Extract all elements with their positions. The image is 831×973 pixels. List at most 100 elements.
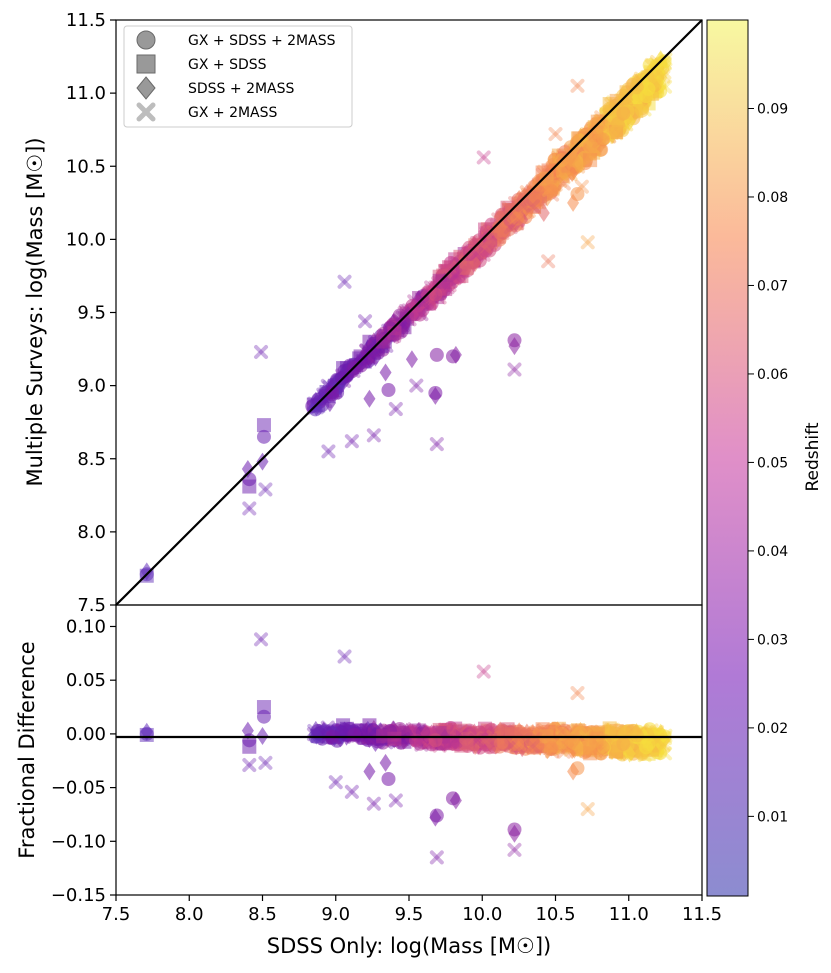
colorbar-gradient <box>706 19 749 897</box>
colorbar-tick-label: 0.08 <box>757 190 788 206</box>
scatter-point <box>601 125 616 140</box>
scatter-point <box>639 89 654 104</box>
scatter-point <box>242 739 257 754</box>
scatter-point <box>556 176 571 191</box>
scatter-point <box>337 649 352 664</box>
scatter-point <box>657 54 672 69</box>
scatter-point <box>311 392 326 407</box>
scatter-point <box>582 737 597 752</box>
scatter-point <box>476 664 491 679</box>
scatter-point <box>629 728 644 743</box>
y-tick-label: 10.0 <box>66 229 106 250</box>
bottom-scatter-points <box>139 632 673 865</box>
bottom-y-axis-label: Fractional Difference <box>15 641 39 858</box>
scatter-point <box>321 444 336 459</box>
bottom-panel: 0.10 0.05 0.00 −0.05 −0.10 −0.15 7.5 8.0 8.5 9.0… <box>15 604 722 958</box>
scatter-point <box>256 700 271 715</box>
scatter-point <box>325 385 340 400</box>
x-tick-label: 9.5 <box>395 904 424 925</box>
x-tick-label: 8.0 <box>175 904 204 925</box>
colorbar-tick-label: 0.07 <box>757 278 788 294</box>
legend-label-gx-sdss: GX + SDSS <box>188 57 267 73</box>
y-tick-label: −0.15 <box>51 885 106 906</box>
colorbar-tick-label: 0.04 <box>757 544 788 560</box>
scatter-point <box>449 345 462 364</box>
scatter-point <box>507 842 522 857</box>
scatter-point <box>448 268 463 283</box>
scatter-point <box>544 741 559 756</box>
x-ticks: 7.5 8.0 8.5 9.0 9.5 10.0 10.5 11.0 11.5 <box>102 895 722 925</box>
scatter-point <box>409 733 424 748</box>
scatter-point <box>556 170 571 185</box>
scatter-point <box>593 125 608 140</box>
scatter-point <box>366 796 381 811</box>
scatter-point <box>571 155 584 174</box>
scatter-point <box>639 740 654 755</box>
scatter-point <box>376 334 391 349</box>
scatter-point <box>525 739 540 754</box>
scatter-point <box>483 233 496 252</box>
scatter-point <box>429 437 444 452</box>
y-tick-label: −0.05 <box>51 778 106 799</box>
scatter-point <box>512 209 527 224</box>
scatter-point <box>528 736 543 751</box>
scatter-point <box>594 142 609 157</box>
scatter-point <box>548 127 563 142</box>
scatter-point <box>507 362 522 377</box>
scatter-point <box>363 762 376 781</box>
scatter-point <box>358 314 373 329</box>
scatter-point <box>254 344 269 359</box>
scatter-point <box>512 737 527 752</box>
scatter-point <box>494 721 507 740</box>
legend-label-gx-sdss-2mass: GX + SDSS + 2MASS <box>188 33 336 49</box>
scatter-point <box>494 207 507 226</box>
legend-square-marker <box>136 54 156 74</box>
y-tick-label: 7.5 <box>77 595 106 616</box>
scatter-point <box>344 434 359 449</box>
y-tick-label: 0.05 <box>66 670 106 691</box>
scatter-point <box>580 235 595 250</box>
scatter-point <box>388 402 403 417</box>
scatter-point <box>528 731 543 746</box>
scatter-point <box>539 171 554 186</box>
scatter-point <box>562 730 575 749</box>
y-tick-label: 8.5 <box>77 449 106 470</box>
y-tick-label: −0.10 <box>51 831 106 852</box>
y-tick-label: 10.5 <box>66 156 106 177</box>
scatter-point <box>657 731 672 746</box>
scatter-point <box>387 731 402 746</box>
scatter-point <box>241 459 254 478</box>
y-tick-label: 9.0 <box>77 376 106 397</box>
scatter-point <box>429 850 444 865</box>
scatter-point <box>567 762 580 781</box>
top-panel: 7.5 8.0 8.5 9.0 9.5 10.0 10.5 11.0 11.5 Multiple… <box>23 10 703 616</box>
scatter-point <box>601 739 616 754</box>
y-tick-label: 8.0 <box>77 522 106 543</box>
scatter-point <box>494 226 509 241</box>
scatter-point <box>241 721 254 740</box>
scatter-point <box>449 791 462 810</box>
colorbar-tick-label: 0.03 <box>757 632 788 648</box>
scatter-point <box>379 753 392 772</box>
y-tick-label: 11.0 <box>66 83 106 104</box>
x-tick-label: 7.5 <box>102 904 131 925</box>
scatter-point <box>508 824 521 843</box>
scatter-point <box>616 736 631 751</box>
scatter-point <box>656 738 671 753</box>
scatter-point <box>528 192 543 207</box>
scatter-point <box>429 386 442 405</box>
scatter-point <box>634 103 649 118</box>
scatter-point <box>459 260 474 275</box>
scatter-point <box>571 739 584 758</box>
scatter-point <box>311 723 326 738</box>
scatter-point <box>242 501 257 516</box>
x-tick-label: 8.5 <box>248 904 277 925</box>
scatter-point <box>655 68 668 87</box>
scatter-point <box>328 775 343 790</box>
scatter-point <box>379 363 392 382</box>
scatter-point <box>510 737 525 752</box>
scatter-point <box>508 337 521 356</box>
scatter-point <box>344 784 359 799</box>
colorbar: 0.09 0.08 0.07 0.06 0.05 0.04 0.03 0.02 0.01 Red… <box>706 19 823 897</box>
